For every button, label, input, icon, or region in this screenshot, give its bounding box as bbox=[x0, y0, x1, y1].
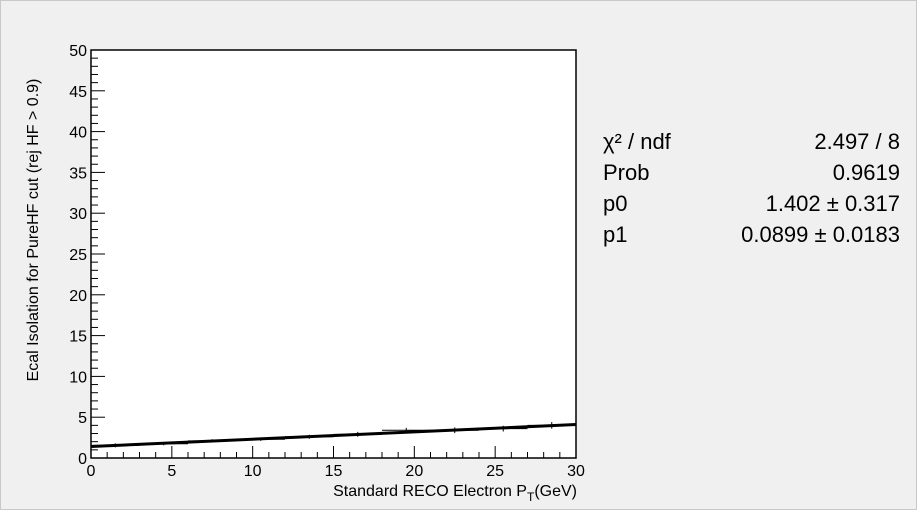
stat-value: 0.9619 bbox=[832, 160, 900, 185]
y-tick-label: 25 bbox=[69, 247, 87, 264]
x-tick-label: 15 bbox=[325, 463, 343, 480]
stat-row-prob: Prob 0.9619 bbox=[603, 157, 900, 188]
y-tick-label: 20 bbox=[69, 288, 87, 305]
plot-frame bbox=[90, 49, 577, 459]
stat-label: χ² / ndf bbox=[603, 129, 671, 154]
stat-row-p0: p0 1.402 ± 0.317 bbox=[603, 188, 900, 219]
fit-statistics-box: χ² / ndf 2.497 / 8 Prob 0.9619 p0 1.402 … bbox=[603, 126, 900, 250]
y-tick-label: 40 bbox=[69, 125, 87, 142]
x-tick-label: 20 bbox=[405, 463, 423, 480]
x-tick-label: 10 bbox=[244, 463, 262, 480]
y-tick-label: 30 bbox=[69, 206, 87, 223]
stat-value: 1.402 ± 0.317 bbox=[765, 191, 900, 216]
stat-label: p0 bbox=[603, 191, 628, 216]
y-tick-label: 15 bbox=[69, 329, 87, 346]
x-tick-label: 25 bbox=[486, 463, 504, 480]
stat-row-p1: p1 0.0899 ± 0.0183 bbox=[603, 219, 900, 250]
y-tick-label: 50 bbox=[69, 43, 87, 60]
y-tick-label: 35 bbox=[69, 165, 87, 182]
stat-value: 2.497 / 8 bbox=[814, 129, 900, 154]
x-tick-label: 0 bbox=[87, 463, 96, 480]
y-axis-label: Ecal Isolation for PureHF cut (rej HF > … bbox=[25, 79, 42, 382]
stat-label: p1 bbox=[603, 222, 628, 247]
y-tick-label: 10 bbox=[69, 369, 87, 386]
stat-value: 0.0899 ± 0.0183 bbox=[741, 222, 900, 247]
stat-label: Prob bbox=[603, 160, 650, 185]
x-axis: 0 5 10 15 20 25 30 bbox=[87, 446, 585, 480]
y-axis: 0 5 10 15 20 25 30 35 40 45 50 bbox=[69, 43, 105, 468]
y-tick-label: 5 bbox=[78, 410, 87, 427]
stat-row-chi2: χ² / ndf 2.497 / 8 bbox=[603, 126, 900, 157]
x-axis-label: Standard RECO Electron PT(GeV) bbox=[333, 483, 577, 504]
y-tick-label: 45 bbox=[69, 84, 87, 101]
x-tick-label: 30 bbox=[567, 463, 585, 480]
fit-line bbox=[90, 423, 577, 449]
x-tick-label: 5 bbox=[167, 463, 176, 480]
y-tick-label: 0 bbox=[78, 451, 87, 468]
